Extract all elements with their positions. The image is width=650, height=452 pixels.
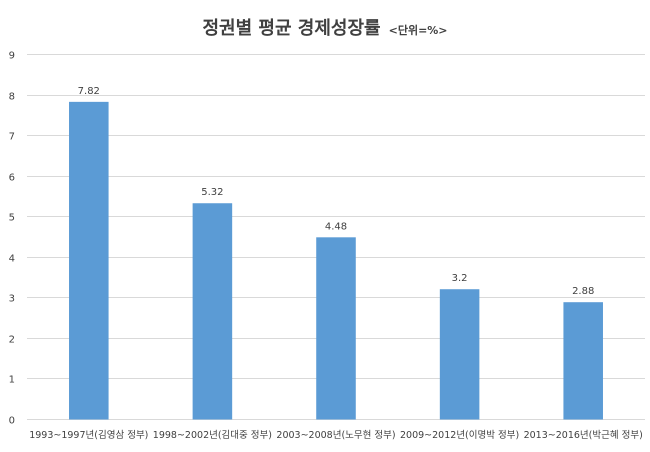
y-tick-label: 0 xyxy=(9,416,15,427)
x-tick-label: 1998~2002년(김대중 정부) xyxy=(153,429,272,441)
data-label: 2.88 xyxy=(572,286,594,297)
data-label: 7.82 xyxy=(78,86,100,97)
y-tick-label: 2 xyxy=(9,335,15,346)
x-tick-label: 2013~2016년(박근혜 정부) xyxy=(524,429,643,441)
y-tick-label: 3 xyxy=(9,294,15,305)
bar xyxy=(316,237,356,420)
chart-unit-label: <단위=%> xyxy=(388,24,448,37)
chart-title: 정권별 평균 경제성장률 xyxy=(202,18,381,39)
bar xyxy=(563,302,603,420)
chart-title-block: 정권별 평균 경제성장률 <단위=%> xyxy=(0,14,650,40)
y-tick-label: 1 xyxy=(9,375,15,386)
data-label: 3.2 xyxy=(452,273,468,284)
y-tick-label: 9 xyxy=(9,51,15,62)
bar xyxy=(439,289,480,420)
y-tick-label: 4 xyxy=(9,254,15,265)
bar xyxy=(192,203,233,420)
x-tick-label: 2003~2008년(노무현 정부) xyxy=(276,430,395,441)
y-tick-label: 6 xyxy=(9,173,15,184)
y-tick-label: 8 xyxy=(9,92,15,103)
data-label: 5.32 xyxy=(201,187,223,198)
y-tick-label: 7 xyxy=(9,132,15,143)
bar xyxy=(69,101,109,420)
x-tick-label: 2009~2012년(이명박 정부) xyxy=(400,430,519,441)
x-tick-label: 1993~1997년(김영삼 정부) xyxy=(29,429,148,441)
data-label: 4.48 xyxy=(325,221,347,232)
y-tick-label: 5 xyxy=(9,213,15,224)
